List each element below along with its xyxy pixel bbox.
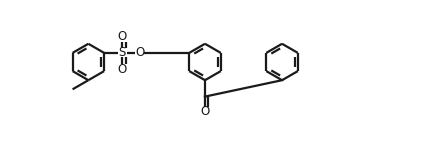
- Text: O: O: [118, 29, 127, 43]
- Text: O: O: [118, 63, 127, 76]
- Text: O: O: [201, 105, 209, 118]
- Text: S: S: [119, 46, 126, 59]
- Text: O: O: [135, 46, 144, 59]
